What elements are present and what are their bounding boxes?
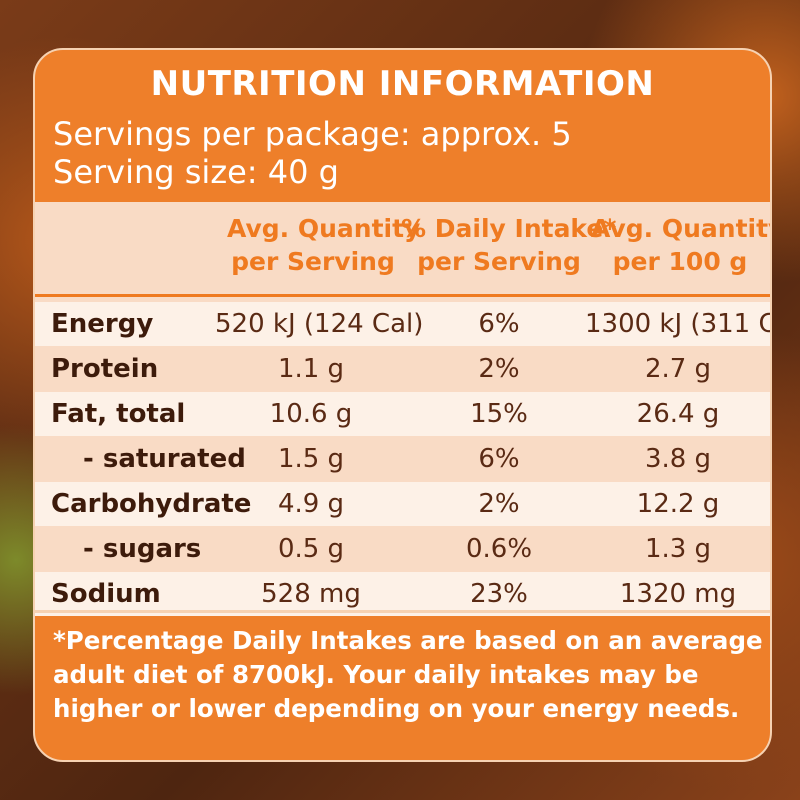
- daily-intake-value: 6%: [478, 444, 520, 474]
- table-row: Carbohydrate 4.9 g 2% 12.2 g: [35, 482, 770, 526]
- daily-intake-value: 6%: [478, 309, 520, 339]
- table-row: Energy 520 kJ (124 Cal) 6% 1300 kJ (311 …: [35, 302, 770, 346]
- table-row: - saturated 1.5 g 6% 3.8 g: [35, 437, 770, 481]
- nutrition-table: Avg. Quantity per Serving % Daily Intake…: [35, 202, 772, 616]
- nutrient-name: Sodium: [51, 579, 161, 609]
- table-row: Sodium 528 mg 23% 1320 mg: [35, 572, 770, 616]
- servings-per-package: Servings per package: approx. 5: [53, 115, 572, 153]
- column-header-line: Avg. Quantity: [227, 214, 421, 243]
- daily-intake-value: 0.6%: [465, 534, 533, 564]
- nutrient-name: - saturated: [83, 444, 246, 474]
- nutrient-name: - sugars: [83, 534, 202, 564]
- daily-intake-value: 23%: [470, 579, 528, 609]
- column-header-daily-intake: % Daily Intake* per Serving: [401, 212, 617, 278]
- table-row: Protein 1.1 g 2% 2.7 g: [35, 347, 770, 391]
- column-header-per-serving: Avg. Quantity per Serving: [227, 212, 421, 278]
- per-serving-value: 1.5 g: [277, 444, 345, 474]
- daily-intake-value: 2%: [478, 489, 520, 519]
- nutrient-name: Carbohydrate: [51, 489, 252, 519]
- nutrient-name: Protein: [51, 354, 159, 384]
- footnote-divider: [35, 610, 770, 613]
- table-row: Fat, total 10.6 g 15% 26.4 g: [35, 392, 770, 436]
- nutrient-name: Fat, total: [51, 399, 186, 429]
- per-serving-value: 0.5 g: [277, 534, 345, 564]
- per-100g-value: 1.3 g: [644, 534, 712, 564]
- per-serving-value: 520 kJ (124 Cal): [215, 309, 424, 339]
- daily-intake-value: 15%: [470, 399, 528, 429]
- header-divider: [35, 294, 770, 297]
- per-serving-value: 10.6 g: [269, 399, 353, 429]
- nutrient-name: Energy: [51, 309, 154, 339]
- per-100g-value: 1300 kJ (311 Cal): [585, 309, 770, 339]
- per-serving-value: 1.1 g: [277, 354, 345, 384]
- column-header-per-100g: Avg. Quantity per 100 g: [591, 212, 772, 278]
- column-header-line: per Serving: [417, 247, 581, 276]
- footnote-line: adult diet of 8700kJ. Your daily intakes…: [53, 660, 699, 689]
- per-serving-value: 4.9 g: [277, 489, 345, 519]
- serving-size: Serving size: 40 g: [53, 153, 339, 191]
- per-100g-value: 12.2 g: [636, 489, 720, 519]
- per-100g-value: 26.4 g: [636, 399, 720, 429]
- column-header-line: % Daily Intake*: [401, 214, 617, 243]
- per-100g-value: 1320 mg: [619, 579, 737, 609]
- table-row: - sugars 0.5 g 0.6% 1.3 g: [35, 527, 770, 571]
- footnote-line: *Percentage Daily Intakes are based on a…: [53, 626, 763, 655]
- daily-intake-value: 2%: [478, 354, 520, 384]
- footnote: *Percentage Daily Intakes are based on a…: [53, 624, 763, 726]
- footnote-line: higher or lower depending on your energy…: [53, 694, 740, 723]
- per-100g-value: 3.8 g: [644, 444, 712, 474]
- column-header-line: Avg. Quantity: [591, 214, 772, 243]
- per-serving-value: 528 mg: [261, 579, 361, 609]
- per-100g-value: 2.7 g: [644, 354, 712, 384]
- panel-title: NUTRITION INFORMATION: [150, 64, 655, 104]
- nutrition-panel: NUTRITION INFORMATION Servings per packa…: [33, 48, 772, 762]
- column-header-line: per 100 g: [612, 247, 748, 276]
- column-header-line: per Serving: [231, 247, 395, 276]
